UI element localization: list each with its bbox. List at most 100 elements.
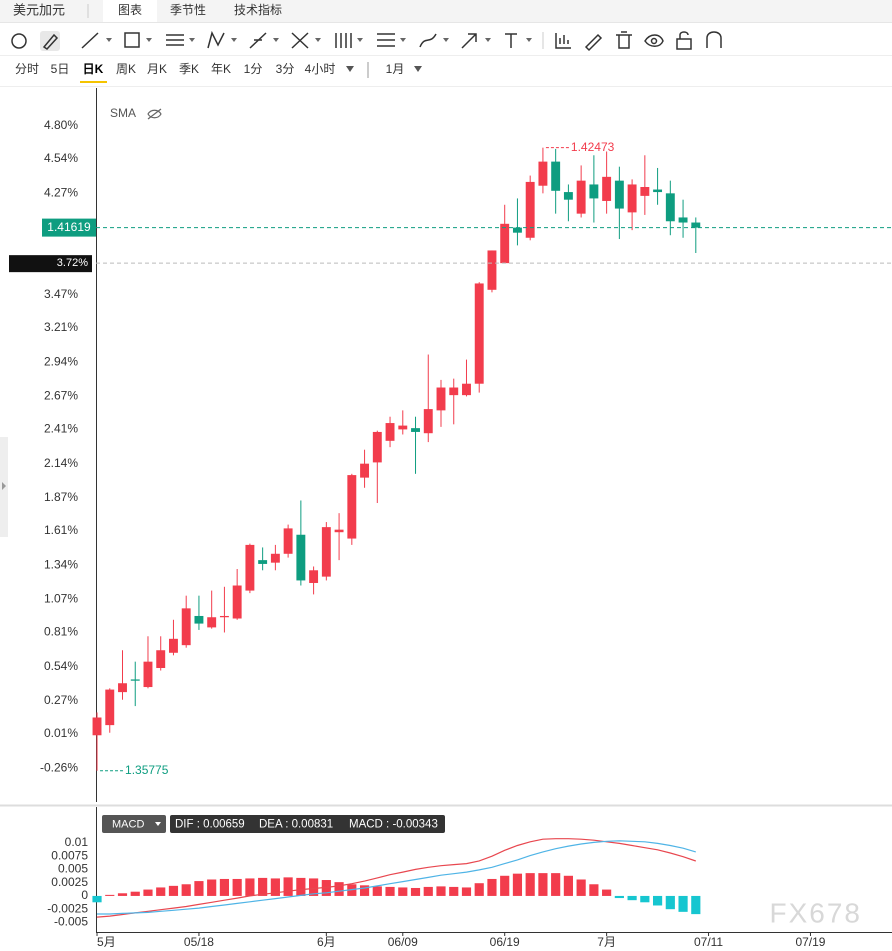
candle-body	[423, 409, 433, 434]
icon[interactable]	[42, 33, 59, 50]
icon[interactable]	[124, 32, 140, 48]
icon[interactable]	[616, 31, 632, 49]
dropdown-arrow[interactable]	[526, 38, 532, 42]
macd-line	[97, 840, 696, 915]
icon[interactable]	[679, 31, 689, 39]
candle-body	[245, 544, 255, 591]
candle-body	[169, 638, 178, 653]
dropdown-arrow[interactable]	[273, 38, 279, 42]
period-button[interactable]: 1月	[386, 62, 405, 76]
low-label: 1.35775	[125, 763, 169, 777]
candle-body	[181, 608, 191, 646]
period-button[interactable]: 日K	[83, 62, 104, 76]
icon[interactable]	[166, 34, 184, 46]
y-tick-label: 1.61%	[44, 523, 78, 537]
icon[interactable]	[377, 33, 395, 47]
macd-bar	[258, 877, 268, 896]
icon[interactable]	[11, 33, 27, 49]
macd-bar	[461, 887, 472, 896]
x-tick-label: 5月	[97, 935, 116, 949]
tab[interactable]: 技术指标	[234, 2, 282, 17]
active-period-underline	[80, 81, 107, 83]
candle-body	[258, 560, 268, 564]
candle-body	[474, 283, 484, 384]
period-dropdowns[interactable]	[346, 66, 422, 72]
candle-body	[411, 428, 420, 432]
period-bar: 分时 5日 日K 周K 月K 季K 年K 1分 3分 4小时 1月	[15, 62, 404, 76]
icon[interactable]	[644, 34, 664, 47]
candle-body	[563, 192, 573, 200]
hide-icon[interactable]	[147, 108, 162, 120]
candle-body	[398, 425, 408, 430]
period-button[interactable]: 1分	[244, 62, 263, 76]
y-tick-label: 2.94%	[44, 354, 78, 368]
icon[interactable]	[584, 33, 603, 52]
icon-active-bg[interactable]	[40, 31, 60, 51]
dropdown-arrow[interactable]	[189, 38, 195, 42]
dropdown-arrow[interactable]	[485, 38, 491, 42]
candle-body	[92, 717, 102, 736]
period-button[interactable]: 5日	[51, 62, 70, 76]
icon[interactable]	[419, 33, 437, 48]
dropdown-arrow[interactable]	[106, 38, 112, 42]
icon[interactable]	[706, 31, 722, 48]
candle-body	[143, 661, 153, 688]
icon[interactable]	[249, 32, 267, 49]
macd-bar	[551, 873, 561, 896]
macd-line	[96, 838, 696, 918]
macd-bar	[691, 895, 701, 915]
period-button[interactable]: 季K	[179, 62, 199, 76]
dropdown-arrow[interactable]	[315, 38, 321, 42]
macd-bar	[232, 878, 242, 896]
icon[interactable]	[207, 30, 225, 49]
macd-bar	[614, 895, 624, 899]
macd-bar	[207, 879, 217, 896]
macd-bar	[436, 886, 446, 896]
tab[interactable]: 图表	[118, 3, 142, 17]
side-panel-arrow[interactable]	[2, 482, 6, 490]
x-tick-label: 7月	[597, 935, 616, 949]
icon[interactable]	[650, 37, 658, 45]
crosshair-label: 3.72%	[57, 257, 88, 269]
candle-body	[640, 186, 650, 196]
macd-bar	[219, 878, 230, 896]
x-tick-label: 6月	[317, 935, 336, 949]
toolbar-dropdowns	[106, 38, 532, 42]
macd-title: MACD	[112, 818, 144, 830]
toolbar-icons	[11, 30, 722, 52]
icon[interactable]	[505, 33, 517, 48]
macd-bar	[181, 884, 191, 896]
icon[interactable]	[676, 38, 692, 50]
dropdown-arrow[interactable]	[443, 38, 449, 42]
tab[interactable]: 季节性	[170, 3, 206, 17]
candle-body	[436, 387, 446, 411]
candle-body	[232, 585, 242, 619]
period-button[interactable]: 年K	[211, 62, 231, 76]
dropdown-arrow[interactable]	[400, 38, 406, 42]
dropdown-arrow[interactable]	[146, 38, 152, 42]
period-button[interactable]: 周K	[116, 62, 136, 76]
dropdown-arrow[interactable]	[155, 822, 161, 826]
macd-bar	[474, 883, 484, 896]
icon[interactable]	[555, 33, 571, 49]
period-button[interactable]: 月K	[147, 62, 167, 76]
icon[interactable]	[81, 32, 99, 49]
icon[interactable]	[291, 32, 309, 49]
icon[interactable]	[461, 33, 477, 49]
macd-bar	[105, 894, 115, 896]
macd-bar	[117, 893, 128, 896]
macd-bar	[130, 891, 140, 896]
candle-body	[270, 553, 280, 563]
dropdown-arrow[interactable]	[357, 38, 363, 42]
period-button[interactable]: 分时	[15, 62, 39, 76]
macd-selector[interactable]	[102, 815, 166, 833]
icon[interactable]	[335, 33, 352, 48]
period-button[interactable]: 4小时	[305, 62, 336, 76]
y-tick-label: 2.41%	[44, 422, 78, 436]
period-button[interactable]: 3分	[276, 62, 295, 76]
dropdown-arrow[interactable]	[231, 38, 237, 42]
last-price-box	[42, 218, 96, 237]
drawing-toolbar	[11, 30, 722, 52]
macd-bar	[487, 878, 497, 896]
macd-bar	[627, 895, 637, 901]
